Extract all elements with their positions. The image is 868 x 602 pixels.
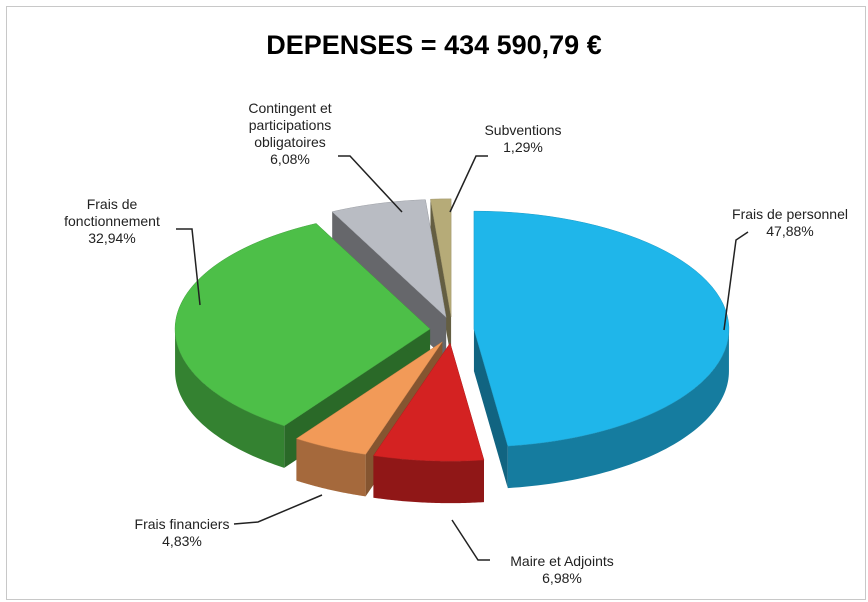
category-label: Frais financiers bbox=[134, 516, 230, 532]
chart-frame bbox=[6, 6, 866, 600]
value-label: 32,94% bbox=[88, 230, 136, 246]
value-label: 6,98% bbox=[542, 570, 582, 586]
slice-top bbox=[174, 223, 431, 427]
slice-top bbox=[430, 198, 452, 317]
leader-line bbox=[233, 494, 323, 525]
slice-wall bbox=[507, 329, 729, 489]
slice-top bbox=[295, 341, 443, 455]
leader-line bbox=[451, 519, 490, 561]
slice-label: Frais de personnel 47,88% bbox=[715, 206, 865, 240]
leader-line bbox=[723, 231, 749, 331]
slice bbox=[473, 210, 730, 489]
slice-label: Subventions 1,29% bbox=[463, 122, 583, 156]
slice-top bbox=[331, 199, 447, 318]
value-label: 4,83% bbox=[162, 533, 202, 549]
slice-top bbox=[473, 210, 730, 447]
chart-title: DEPENSES = 434 590,79 € bbox=[266, 30, 602, 60]
category-label: Frais de personnel bbox=[732, 206, 848, 222]
category-label: Subventions bbox=[484, 122, 562, 138]
leader-line bbox=[176, 228, 201, 306]
slice-top bbox=[373, 342, 485, 462]
leader-line bbox=[338, 155, 403, 213]
slice-wall bbox=[296, 438, 366, 497]
value-label: 6,08% bbox=[270, 151, 310, 167]
slice-side bbox=[473, 329, 508, 489]
slice-wall bbox=[373, 455, 484, 504]
leader-line bbox=[449, 155, 488, 213]
slice-wall bbox=[175, 329, 285, 468]
slice-label: Contingent et participations obligatoire… bbox=[225, 100, 355, 168]
value-label: 1,29% bbox=[503, 139, 543, 155]
category-label: Contingent et participations obligatoire… bbox=[248, 100, 332, 150]
slice-label: Frais de fonctionnement 32,94% bbox=[47, 196, 177, 247]
category-label: Maire et Adjoints bbox=[510, 553, 614, 569]
slice-label: Frais financiers 4,83% bbox=[112, 516, 252, 550]
value-label: 47,88% bbox=[766, 223, 814, 239]
category-label: Frais de fonctionnement bbox=[64, 196, 160, 229]
slice-label: Maire et Adjoints 6,98% bbox=[492, 553, 632, 587]
slice bbox=[373, 342, 485, 504]
